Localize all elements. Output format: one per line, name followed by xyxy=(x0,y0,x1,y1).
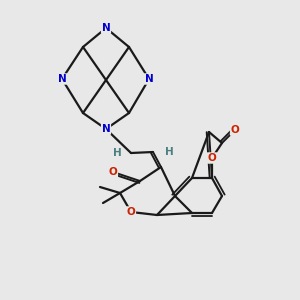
Text: N: N xyxy=(102,124,110,134)
Text: N: N xyxy=(58,74,66,84)
Text: O: O xyxy=(231,125,239,135)
Text: H: H xyxy=(112,148,122,158)
Text: H: H xyxy=(165,147,173,157)
Text: O: O xyxy=(109,167,117,177)
Text: N: N xyxy=(102,23,110,33)
Text: O: O xyxy=(127,207,135,217)
Text: N: N xyxy=(145,74,153,84)
Text: O: O xyxy=(208,153,216,163)
